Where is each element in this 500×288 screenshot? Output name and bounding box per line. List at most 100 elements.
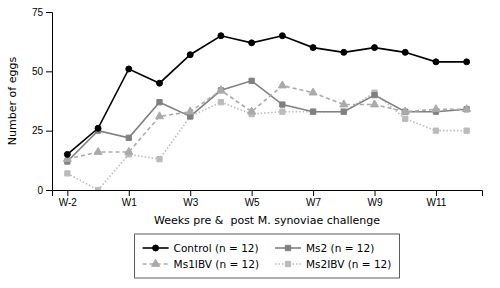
series-marker: [372, 45, 378, 51]
series-marker: [463, 105, 471, 112]
series-marker: [402, 49, 408, 55]
series-marker: [248, 107, 256, 114]
series-marker: [187, 52, 193, 58]
chart: W-2 W1 W3 W5 W7 W9 W11 0 25 50 75 Weeks pre & post …: [0, 0, 500, 288]
legend-entry: Control (n = 12): [143, 242, 259, 254]
series-marker: [65, 171, 70, 176]
series-marker: [310, 45, 316, 51]
series-marker: [94, 147, 102, 154]
series: [65, 90, 470, 190]
y-tick-mark: [46, 12, 52, 13]
series-marker: [341, 109, 346, 114]
y-tick: 75: [32, 7, 52, 18]
y-tick: 50: [32, 66, 52, 77]
series-marker: [310, 109, 315, 114]
y-tick: 0: [37, 185, 52, 196]
series: [63, 81, 470, 162]
series-marker: [403, 116, 408, 121]
series-marker: [188, 114, 193, 119]
series-marker: [278, 81, 286, 88]
series-marker: [126, 135, 131, 140]
y-tick-label: 0: [37, 185, 43, 196]
series-marker: [188, 114, 193, 119]
series-marker: [126, 66, 132, 72]
x-tick: W9: [368, 190, 383, 208]
series-marker: [464, 59, 470, 65]
series-marker: [280, 102, 285, 107]
legend-label: Ms1IBV (n = 12): [174, 258, 259, 270]
y-axis-line: [46, 13, 53, 191]
plot-area: W-2 W1 W3 W5 W7 W9 W11 0 25 50 75 Weeks pre & post …: [6, 7, 483, 227]
x-tick: W-2: [59, 190, 78, 208]
y-axis-title: Number of eggs: [6, 57, 19, 146]
series-marker: [249, 40, 255, 46]
x-tick-label: W7: [306, 197, 321, 208]
x-axis-title: Weeks pre & post M. synoviae challenge: [154, 214, 380, 227]
x-tick: W11: [427, 190, 447, 208]
series-marker: [340, 100, 348, 107]
x-tick-mark: [190, 190, 191, 196]
series-marker: [310, 109, 315, 114]
legend-marker: [152, 259, 160, 266]
series-marker: [218, 33, 224, 39]
series-line: [67, 86, 466, 160]
legend-label: Ms2 (n = 12): [306, 242, 374, 254]
y-tick-mark: [46, 131, 52, 132]
series-line: [67, 36, 466, 155]
legend-marker: [285, 261, 290, 266]
x-tick: W1: [122, 190, 137, 208]
series-group: [63, 33, 470, 190]
x-tick-mark: [67, 190, 68, 196]
series-marker: [309, 88, 317, 95]
series-marker: [249, 78, 254, 83]
x-tick-mark: [313, 190, 314, 196]
series-marker: [433, 59, 439, 65]
y-axis: 0 25 50 75: [32, 7, 53, 196]
series-marker: [464, 128, 469, 133]
legend-entry: Ms2IBV (n = 12): [275, 258, 391, 270]
legend-label: Ms2IBV (n = 12): [306, 258, 391, 270]
series: [64, 33, 469, 158]
x-tick-mark: [129, 190, 130, 196]
series-marker: [280, 109, 285, 114]
series-marker: [125, 147, 133, 154]
series-marker: [433, 128, 438, 133]
legend-entry: Ms2 (n = 12): [275, 242, 374, 254]
series-marker: [64, 151, 70, 157]
series-marker: [372, 92, 377, 97]
x-tick-mark: [375, 190, 376, 196]
y-tick-mark: [46, 190, 52, 191]
series-marker: [279, 33, 285, 39]
series: [65, 78, 470, 164]
series-marker: [95, 125, 101, 131]
series-line: [67, 93, 466, 190]
series-marker: [157, 100, 162, 105]
y-tick-label: 50: [32, 66, 44, 77]
x-tick: W5: [245, 190, 260, 208]
y-tick-label: 75: [32, 7, 44, 18]
series-marker: [157, 80, 163, 86]
series-line: [67, 81, 466, 162]
legend-entry: Ms1IBV (n = 12): [143, 258, 259, 270]
legend: Control (n = 12) Ms1IBV (n = 12) Ms2 (n = …: [135, 234, 400, 278]
x-tick-label: W11: [427, 197, 447, 208]
legend-label: Control (n = 12): [174, 242, 259, 254]
series-marker: [157, 157, 162, 162]
series-marker: [370, 100, 378, 107]
x-tick-mark: [436, 190, 437, 196]
series-marker: [341, 49, 347, 55]
x-tick-label: W1: [122, 197, 137, 208]
series-marker: [401, 107, 409, 114]
series-marker: [341, 109, 346, 114]
series-marker: [95, 187, 100, 190]
x-tick-label: W-2: [59, 197, 78, 208]
x-tick-mark: [252, 190, 253, 196]
y-tick-mark: [46, 71, 52, 72]
x-tick-label: W3: [183, 197, 198, 208]
x-tick-label: W9: [368, 197, 383, 208]
series-marker: [218, 100, 223, 105]
series-marker: [432, 105, 440, 112]
legend-frame: [135, 234, 400, 278]
y-tick: 25: [32, 125, 52, 136]
x-axis: W-2 W1 W3 W5 W7 W9 W11: [53, 190, 483, 208]
